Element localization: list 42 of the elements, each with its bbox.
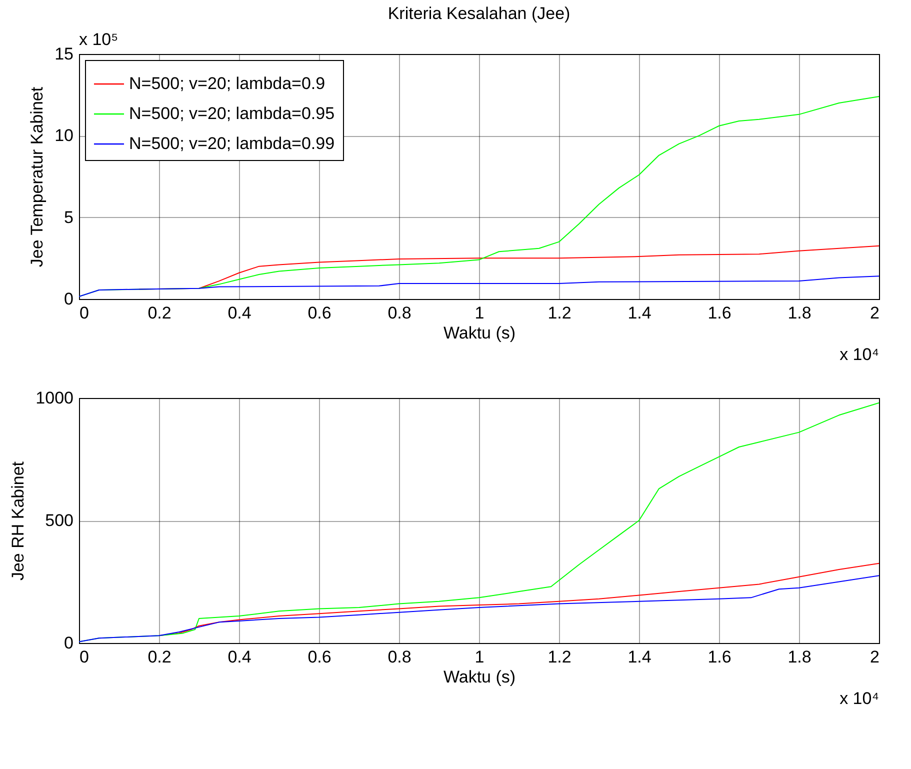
x-tick-label: 0 (80, 304, 89, 322)
y-tick-label: 10 (54, 126, 74, 146)
x-axis-title: Waktu (s) (443, 668, 516, 686)
x-tick-label: 1.2 (548, 648, 572, 666)
chart-title: Kriteria Kesalahan (Jee) (388, 4, 570, 23)
text: x 10⁴ (840, 689, 879, 708)
y-axis-title: Jee RH Kabinet (8, 461, 28, 581)
line-series (79, 276, 879, 298)
y-tick-label: 0 (64, 634, 74, 652)
x-tick-label: 0.2 (148, 304, 172, 322)
x-tick-label: 0.4 (228, 304, 252, 322)
x-tick-label: 1.4 (628, 648, 652, 666)
x-tick-label: 1 (474, 304, 484, 322)
y-tick-label: 5 (64, 208, 74, 227)
x-tick-label: 0 (80, 648, 89, 666)
line-series (79, 575, 879, 642)
x-tick-label: 0.6 (308, 648, 332, 666)
y-tick-label: 0 (64, 290, 74, 308)
x-axis-title: Waktu (s) (443, 324, 516, 342)
y-axis-title: Jee Temperatur Kabinet (28, 86, 47, 268)
legend-label: N=500; v=20; lambda=0.95 (129, 104, 335, 123)
x-tick-label: 0.4 (228, 648, 252, 666)
x-tick-label: 2 (870, 304, 880, 322)
x-tick-label: 1.8 (788, 648, 812, 666)
x-tick-label: 1.6 (708, 304, 732, 322)
legend-label: N=500; v=20; lambda=0.99 (129, 134, 335, 153)
x-tick-label: 2 (870, 648, 880, 666)
x-tick-label: 1.6 (708, 648, 732, 666)
text: x 10⁴ (840, 345, 879, 364)
y-tick-label: 1000 (36, 388, 74, 408)
x-tick-label: 1.8 (788, 304, 812, 322)
x-tick-label: 1.4 (628, 304, 652, 322)
text: x 10⁵ (79, 30, 118, 49)
y-tick-label: 500 (45, 511, 74, 530)
legend-label: N=500; v=20; lambda=0.9 (129, 74, 326, 93)
y-tick-label: 15 (54, 44, 74, 64)
x-tick-label: 1.2 (548, 304, 572, 322)
x-tick-label: 0.2 (148, 648, 172, 666)
x-tick-label: 0.8 (388, 648, 412, 666)
x-tick-label: 1 (474, 648, 484, 666)
x-tick-label: 0.8 (388, 304, 412, 322)
x-tick-label: 0.6 (308, 304, 332, 322)
